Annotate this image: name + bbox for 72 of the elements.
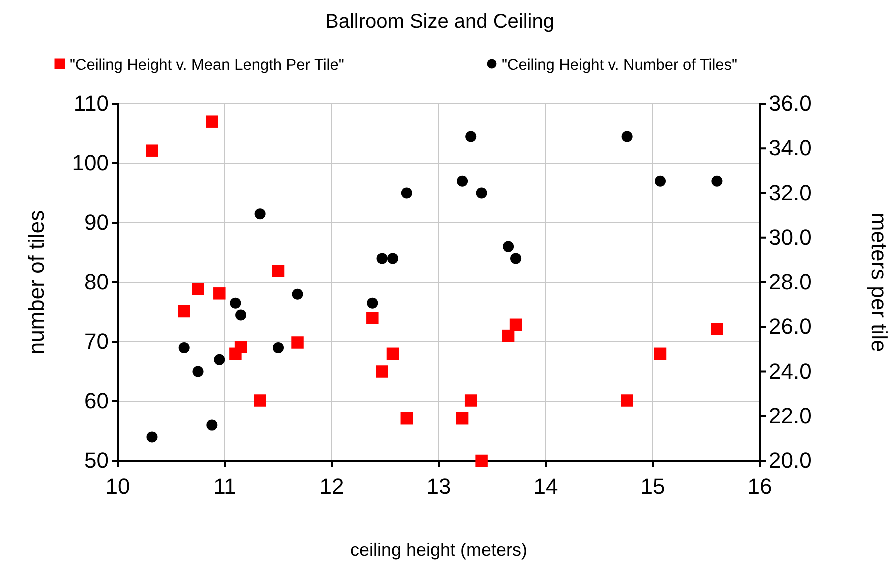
x-tick-label: 13 bbox=[426, 474, 452, 500]
x-tick-label: 15 bbox=[640, 474, 666, 500]
point bbox=[206, 116, 218, 128]
y2-axis-title: meters per tile bbox=[867, 212, 891, 352]
y-tick-label: 100 bbox=[72, 150, 109, 176]
point bbox=[273, 342, 284, 354]
point bbox=[654, 176, 666, 187]
point bbox=[503, 241, 514, 252]
point bbox=[146, 144, 158, 157]
y2-tick-label: 28.0 bbox=[769, 270, 812, 295]
x-tick-label: 14 bbox=[534, 474, 558, 500]
point bbox=[292, 336, 304, 349]
point bbox=[178, 342, 190, 354]
point bbox=[621, 394, 634, 407]
legend-label: "Ceiling Height v. Mean Length Per Tile" bbox=[70, 57, 344, 74]
point bbox=[230, 298, 242, 309]
x-tick-label: 12 bbox=[320, 474, 344, 500]
point bbox=[476, 454, 488, 468]
y2-tick-label: 30.0 bbox=[769, 224, 812, 250]
point bbox=[376, 253, 388, 264]
point bbox=[376, 366, 388, 378]
x-tick-label: 11 bbox=[214, 474, 236, 500]
chart-title: Ballroom Size and Ceiling bbox=[325, 11, 555, 33]
point bbox=[654, 348, 667, 360]
point bbox=[292, 288, 304, 300]
point bbox=[712, 176, 723, 187]
point bbox=[510, 253, 522, 264]
point bbox=[466, 131, 477, 142]
point bbox=[386, 348, 400, 360]
y2-tick-label: 24.0 bbox=[769, 358, 812, 384]
point bbox=[457, 176, 468, 187]
y-tick-label: 110 bbox=[74, 91, 109, 116]
point bbox=[367, 298, 378, 309]
point bbox=[366, 312, 379, 324]
point bbox=[502, 330, 515, 342]
y-tick-label: 90 bbox=[84, 210, 109, 236]
point bbox=[510, 318, 522, 332]
point bbox=[234, 341, 248, 354]
point bbox=[387, 253, 398, 264]
point bbox=[622, 131, 633, 142]
x-axis-title: ceiling height (meters) bbox=[350, 540, 528, 560]
point bbox=[214, 354, 226, 366]
y-axis-title: number of tiles bbox=[24, 210, 49, 355]
y2-tick-label: 32.0 bbox=[769, 180, 812, 206]
y-tick-label: 80 bbox=[84, 270, 109, 295]
point bbox=[236, 310, 247, 321]
point bbox=[214, 288, 226, 300]
x-tick-label: 10 bbox=[106, 474, 130, 500]
point bbox=[146, 432, 158, 443]
point bbox=[178, 305, 190, 318]
point bbox=[254, 394, 266, 407]
point bbox=[711, 323, 724, 336]
y-tick-label: 50 bbox=[84, 448, 109, 474]
point bbox=[254, 208, 266, 220]
point bbox=[192, 366, 204, 378]
y2-tick-label: 20.0 bbox=[769, 448, 812, 474]
y2-tick-label: 34.0 bbox=[769, 136, 812, 161]
y-tick-label: 60 bbox=[84, 388, 109, 414]
point bbox=[192, 283, 204, 296]
y2-tick-label: 26.0 bbox=[769, 314, 812, 340]
x-tick-label: 16 bbox=[748, 474, 772, 500]
point bbox=[456, 412, 469, 425]
y-tick-label: 70 bbox=[84, 329, 109, 354]
point bbox=[401, 188, 412, 199]
point bbox=[272, 265, 285, 278]
y2-tick-label: 36.0 bbox=[769, 91, 812, 116]
legend-label: "Ceiling Height v. Number of Tiles" bbox=[502, 57, 738, 74]
point bbox=[476, 188, 488, 199]
point bbox=[400, 412, 414, 425]
y2-tick-label: 22.0 bbox=[769, 403, 812, 428]
point bbox=[206, 420, 218, 431]
point bbox=[464, 394, 478, 407]
